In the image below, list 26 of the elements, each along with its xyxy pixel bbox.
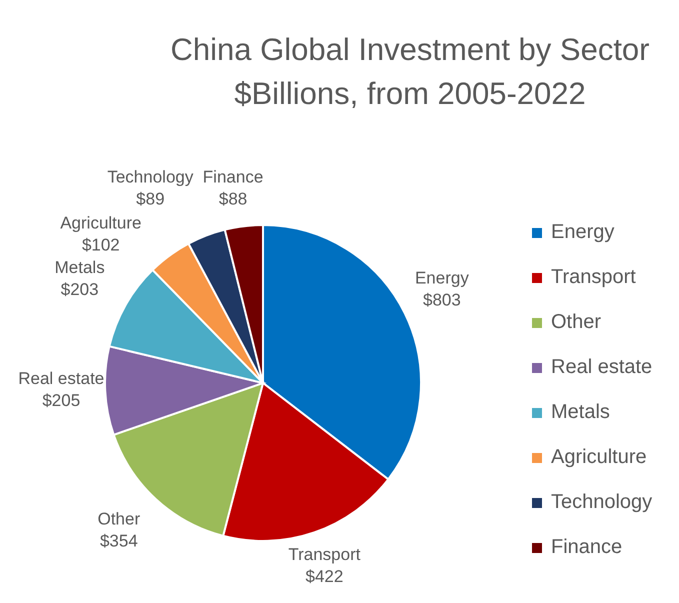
slice-label: Other [98, 510, 140, 529]
data-label: $89 [136, 190, 165, 209]
legend-label: Technology [551, 491, 652, 514]
chart-subtitle: $Billions, from 2005-2022 [233, 75, 587, 113]
legend-label: Transport [551, 266, 636, 289]
legend-label: Metals [551, 401, 610, 424]
slice-label: Energy [414, 268, 470, 288]
legend-label: Energy [551, 221, 614, 244]
slice-label: Technology [107, 168, 194, 187]
data-label: $102 [82, 236, 120, 255]
slice-label: Finance [202, 168, 264, 187]
legend-label: Real estate [551, 356, 652, 379]
data-label: $803 [423, 290, 461, 310]
data-label: $354 [100, 532, 138, 551]
chart-title: China Global Investment by Sector [169, 31, 651, 69]
data-label: $88 [218, 190, 248, 209]
legend-label: Finance [551, 536, 622, 559]
slice-label: Transport [288, 544, 361, 564]
slice-label: Metals [54, 258, 105, 277]
legend-label: Agriculture [551, 446, 647, 469]
data-label: $422 [306, 566, 344, 586]
data-label: $205 [42, 391, 80, 410]
slice-label: Agriculture [60, 214, 142, 233]
data-label: $203 [60, 280, 99, 299]
legend-label: Other [551, 311, 602, 334]
slice-label: Real estate [18, 369, 104, 388]
